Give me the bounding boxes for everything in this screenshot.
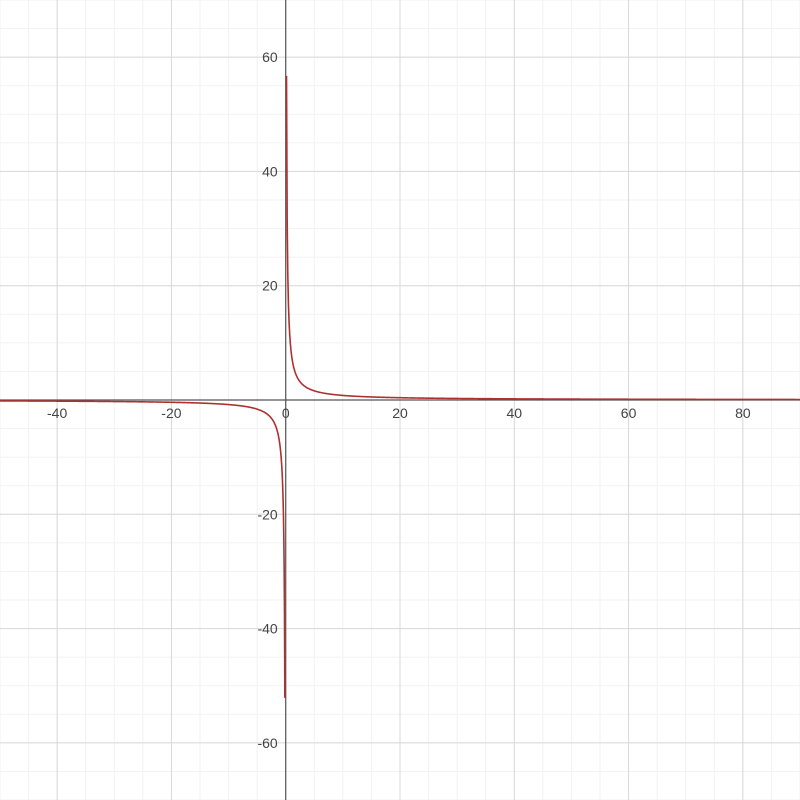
x-tick-label: -20 bbox=[161, 405, 181, 421]
x-tick-label: -40 bbox=[47, 405, 67, 421]
x-tick-label: 80 bbox=[735, 405, 751, 421]
plot-area: -40 -20 0 20 40 60 80 -60 -40 -20 20 40 60 bbox=[0, 0, 800, 800]
x-tick-label: 40 bbox=[506, 405, 522, 421]
y-tick-label: -20 bbox=[257, 506, 277, 522]
x-tick-label: 0 bbox=[282, 405, 290, 421]
y-tick-label: -40 bbox=[257, 621, 277, 637]
y-tick-label: 20 bbox=[262, 278, 278, 294]
y-tick-label: -60 bbox=[257, 735, 277, 751]
y-tick-label: 40 bbox=[262, 163, 278, 179]
x-tick-label: 60 bbox=[621, 405, 637, 421]
x-tick-label: 20 bbox=[392, 405, 408, 421]
y-tick-label: 60 bbox=[262, 49, 278, 65]
